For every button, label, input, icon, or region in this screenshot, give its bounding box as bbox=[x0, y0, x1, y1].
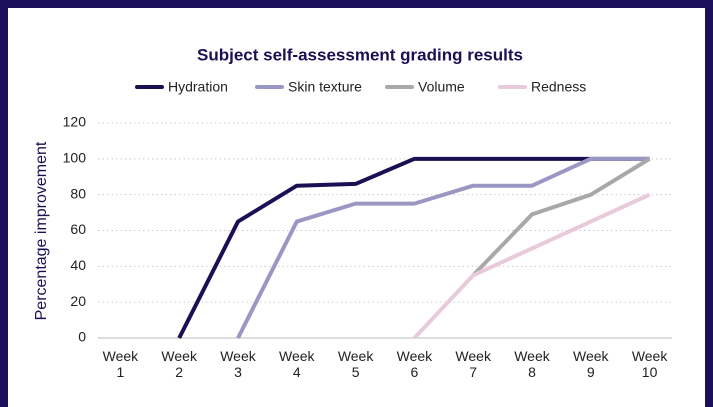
y-tick-label: 120 bbox=[63, 114, 87, 130]
y-axis-label: Percentage improvement bbox=[33, 141, 50, 320]
x-tick-label: Week 6 bbox=[396, 348, 433, 380]
y-tick-label: 60 bbox=[70, 221, 86, 237]
y-tick-label: 40 bbox=[70, 257, 86, 273]
x-tick-label: Week 3 bbox=[220, 348, 256, 380]
series-line bbox=[236, 156, 650, 339]
y-tick-label: 20 bbox=[70, 293, 86, 309]
y-tick-label: 80 bbox=[70, 185, 86, 201]
x-tick-label: Week 9 bbox=[573, 348, 609, 380]
x-tick-label: Week 2 bbox=[161, 348, 197, 380]
x-tick-label: Week 7 bbox=[455, 348, 491, 380]
legend-label: Skin texture bbox=[288, 79, 362, 95]
legend-label: Hydration bbox=[168, 79, 228, 95]
x-tick-label: Week 8 bbox=[514, 348, 550, 380]
x-tick-label: Week 5 bbox=[337, 348, 374, 380]
legend-label: Redness bbox=[531, 79, 586, 95]
chart-title: Subject self-assessment grading results bbox=[197, 45, 523, 64]
x-tick-label: Week 4 bbox=[279, 348, 315, 380]
panel bbox=[8, 8, 705, 407]
x-tick-label: Week 10 bbox=[631, 348, 668, 380]
series-line bbox=[177, 156, 650, 339]
series-line bbox=[412, 192, 651, 340]
legend-label: Volume bbox=[418, 79, 465, 95]
x-tick-label: Week 1 bbox=[102, 348, 139, 380]
y-tick-label: 0 bbox=[78, 329, 86, 345]
series-line bbox=[471, 157, 651, 277]
y-tick-label: 100 bbox=[63, 150, 87, 166]
